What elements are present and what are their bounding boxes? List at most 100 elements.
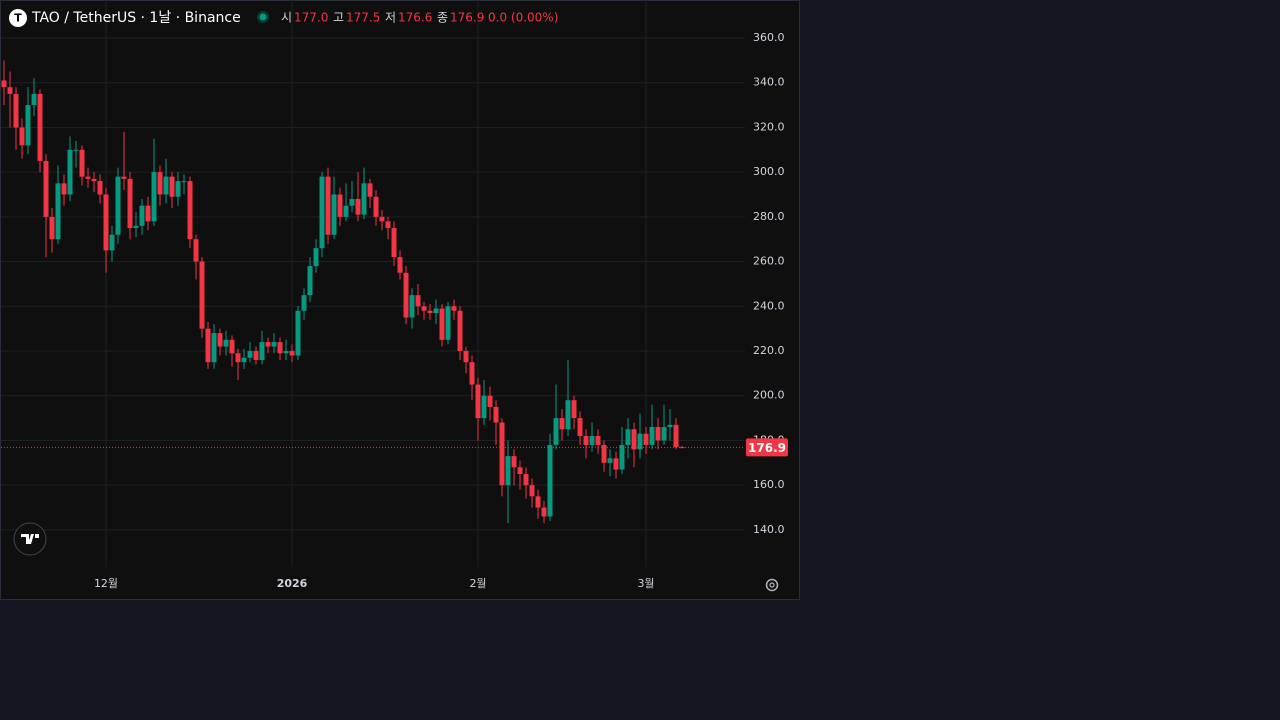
candle-body (511, 456, 517, 468)
legend-value: 177.0 (294, 11, 328, 25)
candle-body (91, 178, 97, 182)
y-tick-label: 260.0 (753, 255, 785, 268)
candle-body (97, 181, 103, 195)
candle-body (211, 333, 217, 363)
candle-body (271, 342, 277, 347)
candle-body (673, 424, 679, 448)
candle-body (241, 357, 247, 363)
candle-body (463, 351, 469, 363)
candle-body (289, 351, 295, 356)
candle-body (637, 433, 643, 450)
candle-body (493, 406, 499, 423)
candle-body (403, 272, 409, 318)
candle-body (265, 342, 271, 347)
candle-body (361, 183, 367, 215)
candle-body (61, 183, 67, 195)
candle-body (433, 308, 439, 314)
y-tick-label: 300.0 (753, 165, 785, 178)
candle-body (247, 351, 253, 358)
candle-body (139, 205, 145, 226)
candle-body (355, 198, 361, 215)
candle-body (523, 473, 529, 486)
candle-body (613, 458, 619, 470)
candle-body (337, 194, 343, 217)
y-tick-label: 320.0 (753, 120, 785, 133)
candle-body (565, 400, 571, 430)
candle-body (253, 351, 259, 360)
settings-icon[interactable] (765, 578, 779, 592)
candle-body (235, 353, 241, 363)
candle-body (229, 339, 235, 354)
legend-value: 176.6 (398, 11, 432, 25)
candle-body (145, 205, 151, 222)
x-tick-label: 2월 (469, 577, 486, 590)
candle-body (439, 308, 445, 340)
candle-body (469, 362, 475, 385)
last-price-label: 176.9 (748, 441, 786, 455)
candle-body (55, 183, 61, 240)
status-dot (259, 13, 267, 21)
candle-body (583, 435, 589, 445)
settings-icon-center (769, 582, 775, 588)
candle-body (421, 306, 427, 311)
candle-body (319, 176, 325, 249)
legend-label: 고 (333, 11, 344, 25)
candle-body (529, 485, 535, 497)
candle-body (283, 351, 289, 354)
candle-body (445, 306, 451, 340)
candle-body (169, 176, 175, 197)
candle-body (31, 93, 37, 106)
chart-frame (0, 0, 800, 600)
candle-body (151, 172, 157, 222)
candle-body (607, 458, 613, 463)
candle-body (121, 176, 127, 179)
symbol-icon (9, 9, 27, 27)
candle-body (349, 198, 355, 206)
candle-body (541, 507, 547, 517)
candle-body (505, 456, 511, 486)
symbol-icon-text: T (14, 12, 22, 25)
candle-body (553, 418, 559, 445)
candle-body (163, 176, 169, 195)
candle-body (397, 257, 403, 273)
y-tick-label: 220.0 (753, 344, 785, 357)
candle-body (481, 395, 487, 419)
candle-body (571, 400, 577, 419)
candle-body (559, 418, 565, 430)
candle-body (301, 295, 307, 311)
candle-body (127, 178, 133, 229)
candle-body (175, 181, 181, 197)
candle-body (577, 418, 583, 436)
candle-body (181, 181, 187, 183)
candle-body (517, 467, 523, 474)
candle-body (85, 176, 91, 179)
candle-body (595, 435, 601, 445)
candle-body (67, 149, 73, 195)
chart: T TAO / TetherUS · 1날 · Binance 시 177.0 … (0, 0, 800, 600)
candle-body (625, 429, 631, 445)
candle-body (187, 181, 193, 240)
candle-body (325, 176, 331, 235)
candle-body (667, 424, 673, 428)
candle-body (373, 196, 379, 217)
candle-body (457, 310, 463, 352)
y-tick-label: 280.0 (753, 210, 785, 223)
y-tick-label: 340.0 (753, 76, 785, 89)
candle-body (379, 216, 385, 222)
candle-body (631, 429, 637, 450)
candle-body (199, 261, 205, 329)
y-tick-label: 200.0 (753, 389, 785, 402)
candle-body (79, 149, 85, 177)
candle-body (649, 427, 655, 445)
candle-body (25, 105, 31, 146)
candle-body (475, 384, 481, 419)
candle-body (37, 93, 43, 161)
candle-body (661, 427, 667, 441)
candle-body (367, 183, 373, 197)
x-tick-label: 2026 (277, 577, 308, 590)
candle-body (109, 234, 115, 251)
candle-body (1, 80, 7, 88)
legend-label: 종 (437, 11, 448, 25)
last-price-tag (746, 438, 788, 457)
candle-body (223, 339, 229, 347)
